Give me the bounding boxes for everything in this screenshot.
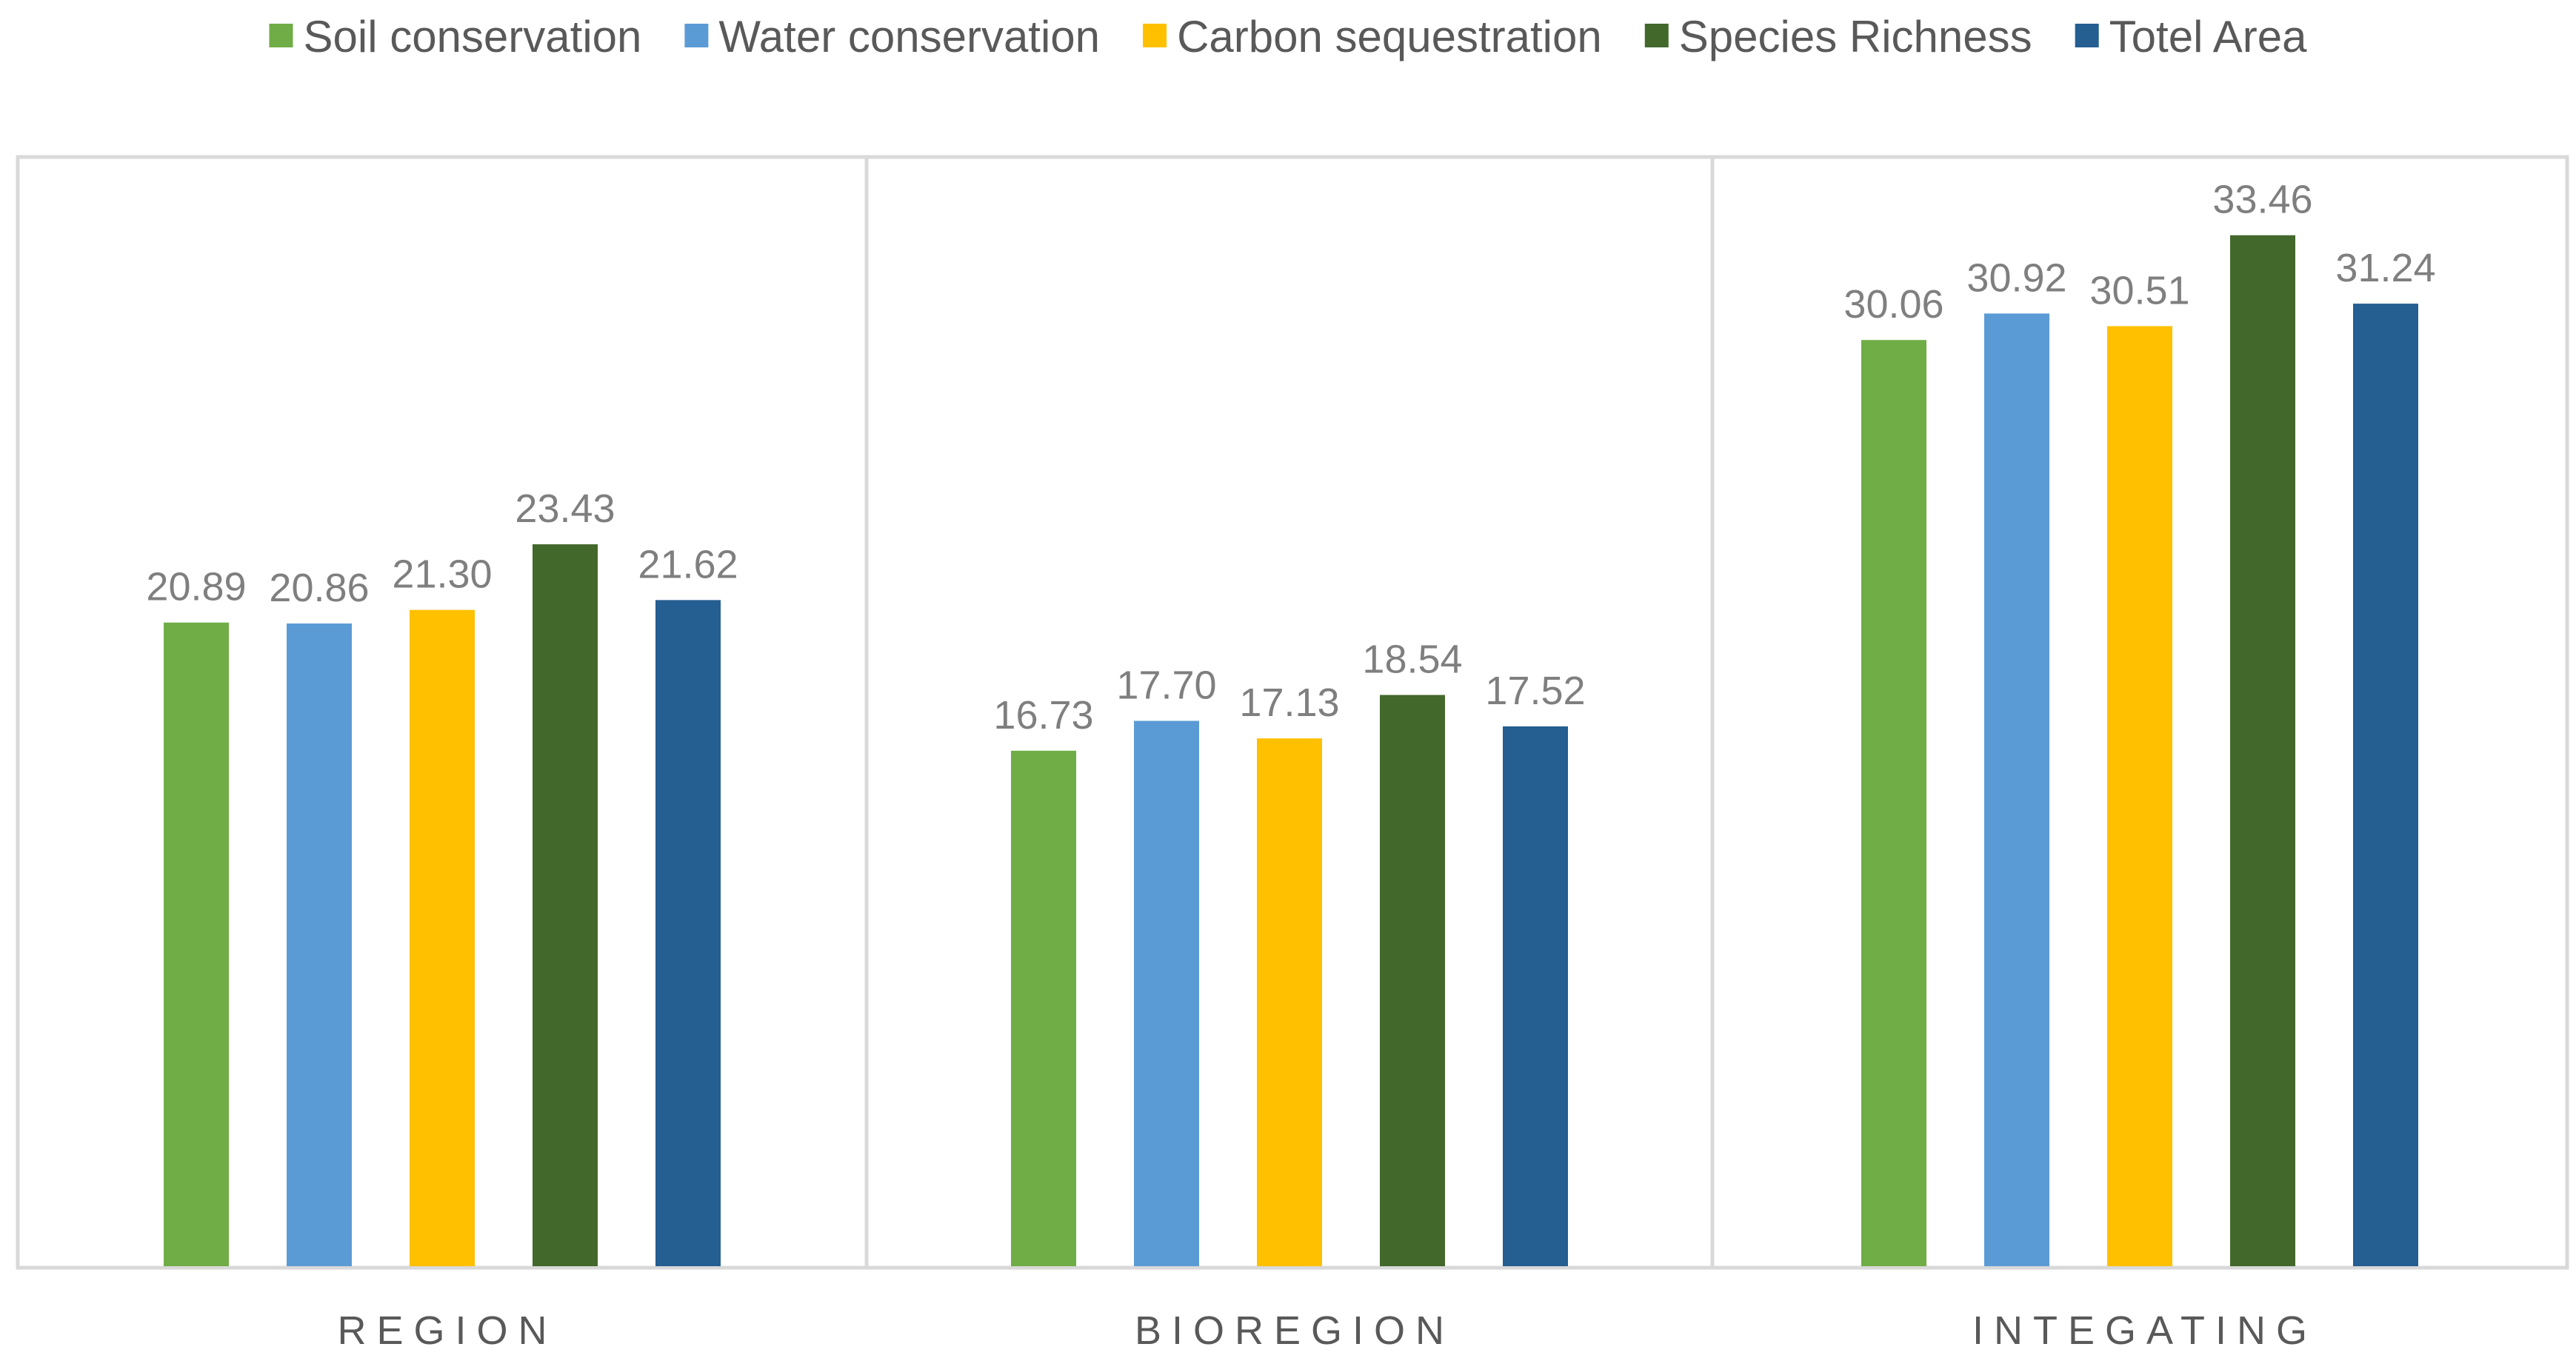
category-label-region: REGION <box>337 1308 557 1353</box>
data-label: 21.30 <box>392 552 492 597</box>
bar-species-richness-region <box>533 544 598 1266</box>
data-labels: 20.89 20.86 21.30 23.43 21.62 16.73 17.70 17.13… <box>146 178 2435 738</box>
legend-label: Soil conservation <box>303 12 641 61</box>
data-label: 20.86 <box>269 566 369 610</box>
data-label: 30.51 <box>2089 268 2189 312</box>
bar-soil-conservation-integating <box>1861 340 1926 1266</box>
legend-item-soil-conservation: Soil conservation <box>269 12 641 61</box>
category-labels: REGION BIOREGION INTEGATING <box>337 1308 2318 1353</box>
data-label: 33.46 <box>2212 178 2312 222</box>
legend: Soil conservation Water conservation Carbo… <box>269 12 2307 61</box>
bar-species-richness-integating <box>2230 235 2295 1266</box>
legend-item-totel-area: Totel Area <box>2075 12 2307 61</box>
category-label-bioregion: BIOREGION <box>1135 1308 1455 1353</box>
data-label: 21.62 <box>638 542 738 586</box>
legend-label: Totel Area <box>2109 12 2307 61</box>
bar-soil-conservation-bioregion <box>1011 750 1076 1266</box>
data-label: 23.43 <box>515 486 615 531</box>
bar-totel-area-region <box>655 600 721 1266</box>
data-label: 17.13 <box>1239 680 1339 725</box>
legend-item-species-richness: Species Richness <box>1644 12 2032 61</box>
legend-label: Carbon sequestration <box>1177 12 1602 61</box>
data-label: 18.54 <box>1362 638 1462 682</box>
bar-carbon-sequestration-integating <box>2107 326 2172 1266</box>
legend-item-carbon-sequestration: Carbon sequestration <box>1143 12 1602 61</box>
legend-swatch <box>2075 24 2099 47</box>
data-label: 30.92 <box>1966 255 2066 300</box>
bar-species-richness-bioregion <box>1380 695 1445 1266</box>
bar-soil-conservation-region <box>164 622 229 1266</box>
legend-swatch <box>1644 24 1669 47</box>
data-label: 17.70 <box>1116 663 1216 707</box>
bar-totel-area-bioregion <box>1503 726 1568 1266</box>
legend-label: Water conservation <box>718 12 1100 61</box>
legend-swatch <box>269 24 293 47</box>
legend-label: Species Richness <box>1679 12 2032 61</box>
plot-frame <box>16 155 2569 1270</box>
data-label: 20.89 <box>146 565 246 609</box>
bar-carbon-sequestration-region <box>410 609 475 1266</box>
legend-swatch <box>1143 24 1167 47</box>
bars <box>164 235 2418 1267</box>
data-label: 17.52 <box>1485 669 1585 713</box>
data-label: 16.73 <box>993 693 1093 738</box>
plot-border <box>16 155 2569 1270</box>
legend-swatch <box>684 24 709 47</box>
legend-item-water-conservation: Water conservation <box>684 12 1100 61</box>
bar-water-conservation-integating <box>1984 313 2049 1267</box>
category-label-integating: INTEGATING <box>1972 1308 2318 1353</box>
data-label: 30.06 <box>1843 282 1943 327</box>
data-label: 31.24 <box>2335 246 2435 290</box>
bar-water-conservation-region <box>287 623 352 1266</box>
bar-totel-area-integating <box>2353 304 2418 1267</box>
bar-carbon-sequestration-bioregion <box>1257 738 1322 1266</box>
bar-water-conservation-bioregion <box>1134 720 1199 1266</box>
